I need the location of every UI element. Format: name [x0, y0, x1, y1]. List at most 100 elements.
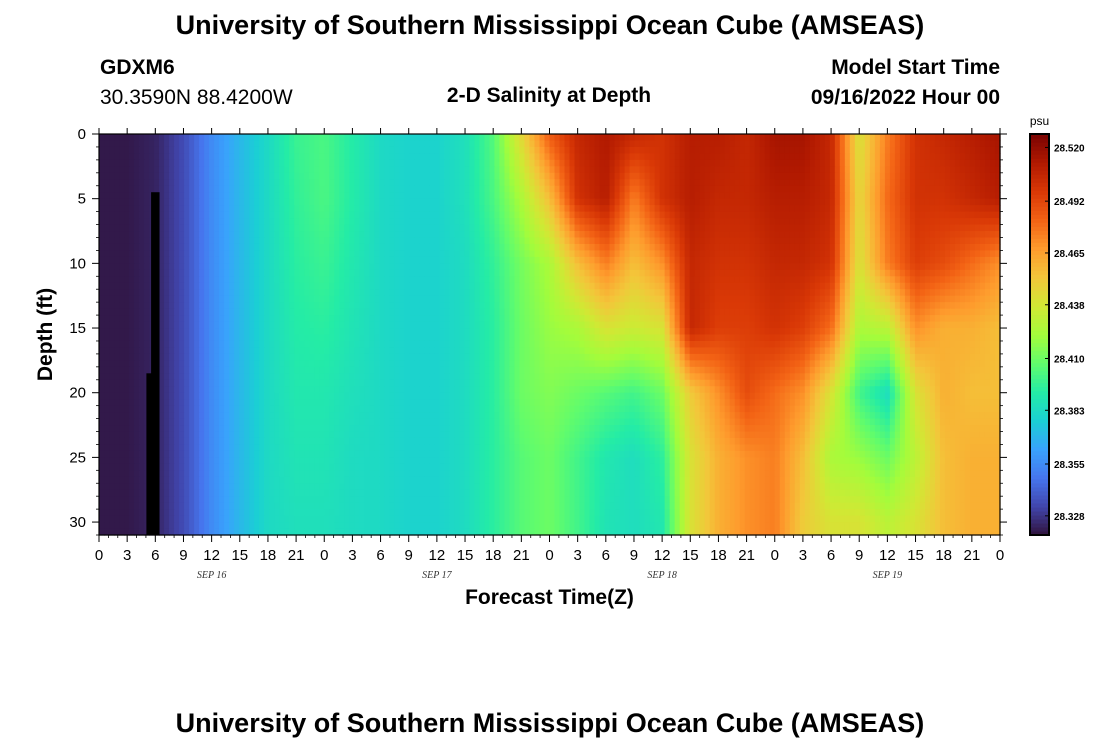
heatmap-cell — [774, 231, 781, 239]
heatmap-cell — [474, 308, 481, 316]
heatmap-cell — [824, 224, 831, 232]
heatmap-cell — [124, 198, 130, 206]
heatmap-cell — [729, 134, 736, 142]
heatmap-cell — [704, 224, 711, 232]
heatmap-cell — [294, 192, 300, 200]
heatmap-cell — [784, 295, 791, 303]
heatmap-cell — [739, 269, 746, 277]
heatmap-cell — [559, 224, 566, 232]
heatmap-cell — [264, 308, 270, 316]
heatmap-cell — [469, 231, 476, 239]
heatmap-cell — [689, 302, 696, 310]
heatmap-cell — [879, 263, 886, 271]
heatmap-cell — [289, 185, 295, 193]
heatmap-cell — [869, 146, 876, 155]
heatmap-cell — [729, 166, 736, 174]
heatmap-cell — [789, 250, 796, 258]
heatmap-cell — [249, 134, 255, 142]
heatmap-cell — [329, 166, 335, 174]
heatmap-cell — [724, 256, 731, 264]
heatmap-cell — [379, 140, 385, 148]
heatmap-cell — [684, 282, 691, 290]
heatmap-cell — [589, 179, 596, 187]
heatmap-cell — [159, 308, 165, 316]
heatmap-cell — [994, 269, 1001, 277]
heatmap-cell — [194, 295, 200, 303]
heatmap-cell — [384, 295, 390, 303]
heatmap-cell — [449, 218, 455, 226]
heatmap-cell — [569, 250, 576, 258]
heatmap-cell — [979, 218, 986, 226]
heatmap-cell — [819, 289, 826, 297]
heatmap-cell — [604, 282, 611, 290]
heatmap-cell — [414, 243, 420, 252]
heatmap-cell — [609, 159, 616, 167]
heatmap-cell — [164, 243, 170, 252]
heatmap-cell — [969, 224, 976, 232]
heatmap-cell — [779, 237, 786, 245]
heatmap-cell — [259, 250, 265, 258]
heatmap-cell — [629, 140, 636, 148]
heatmap-cell — [294, 224, 300, 232]
heatmap-cell — [849, 282, 856, 290]
heatmap-cell — [204, 153, 210, 161]
heatmap-cell — [504, 224, 511, 232]
heatmap-cell — [429, 295, 435, 303]
heatmap-cell — [869, 289, 876, 297]
heatmap-cell — [109, 218, 115, 226]
heatmap-cell — [189, 256, 195, 264]
heatmap-cell — [164, 146, 170, 155]
heatmap-cell — [399, 276, 405, 284]
heatmap-cell — [129, 185, 135, 193]
heatmap-cell — [419, 146, 425, 155]
heatmap-cell — [759, 250, 766, 258]
heatmap-cell — [484, 308, 491, 316]
heatmap-cell — [244, 205, 250, 213]
heatmap-cell — [579, 179, 586, 187]
heatmap-cell — [409, 159, 415, 167]
heatmap-cell — [634, 295, 641, 303]
heatmap-cell — [104, 218, 110, 226]
heatmap-cell — [704, 269, 711, 277]
heatmap-cell — [974, 256, 981, 264]
heatmap-cell — [704, 172, 711, 180]
heatmap-cell — [489, 308, 496, 316]
heatmap-cell — [754, 263, 761, 271]
heatmap-cell — [884, 269, 891, 277]
heatmap-cell — [584, 269, 591, 277]
heatmap-cell — [549, 289, 556, 297]
heatmap-cell — [164, 172, 170, 180]
heatmap-cell — [614, 159, 621, 167]
heatmap-cell — [549, 237, 556, 245]
heatmap-cell — [384, 153, 390, 161]
heatmap-cell — [804, 140, 811, 148]
heatmap-cell — [384, 302, 390, 310]
heatmap-cell — [554, 185, 561, 193]
heatmap-cell — [869, 302, 876, 310]
heatmap-cell — [139, 263, 145, 271]
heatmap-cell — [369, 179, 375, 187]
heatmap-cell — [674, 224, 681, 232]
heatmap-cell — [539, 146, 546, 155]
heatmap-cell — [519, 237, 526, 245]
heatmap-cell — [724, 205, 731, 213]
heatmap-cell — [334, 211, 340, 219]
heatmap-cell — [639, 263, 646, 271]
heatmap-cell — [514, 192, 521, 200]
heatmap-cell — [159, 159, 165, 167]
heatmap-cell — [489, 205, 496, 213]
heatmap-cell — [324, 166, 330, 174]
heatmap-cell — [724, 211, 731, 219]
heatmap-cell — [99, 289, 105, 297]
heatmap-cell — [469, 146, 476, 155]
heatmap-cell — [234, 308, 240, 316]
heatmap-cell — [189, 172, 195, 180]
heatmap-cell — [324, 198, 330, 206]
heatmap-cell — [584, 166, 591, 174]
heatmap-cell — [419, 134, 425, 142]
heatmap-cell — [834, 295, 841, 303]
heatmap-cell — [569, 205, 576, 213]
heatmap-cell — [119, 198, 125, 206]
heatmap-cell — [249, 308, 255, 316]
heatmap-cell — [404, 263, 410, 271]
